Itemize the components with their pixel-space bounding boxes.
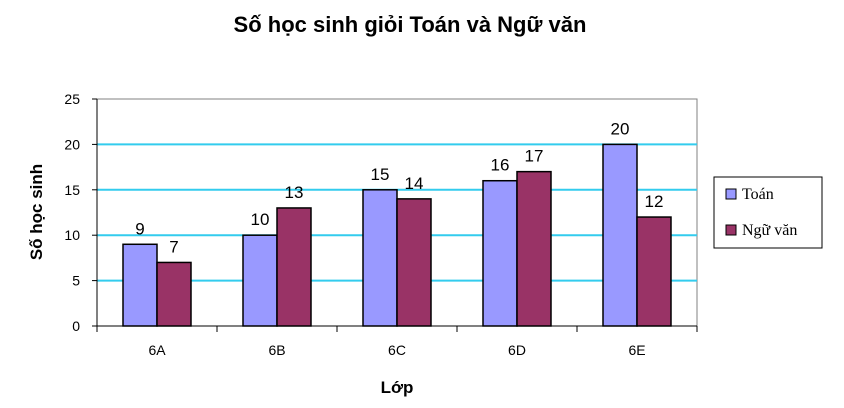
bar-ngu-van-6C: [396, 198, 432, 327]
bar-toan-6E: [602, 143, 638, 327]
data-label: 12: [645, 192, 664, 211]
legend-swatch: [725, 188, 737, 200]
bar-ngu-van-6B: [276, 207, 312, 327]
legend: Toán Ngữ văn: [713, 176, 823, 249]
data-label: 10: [251, 210, 270, 229]
y-tick-label: 0: [72, 318, 80, 334]
data-label: 17: [525, 147, 544, 166]
bar-ngu-van-6D: [516, 170, 552, 327]
x-axis-title: Lớp: [381, 378, 414, 397]
y-axis: 0 5 10 15 20 25: [64, 91, 98, 334]
chart-title: Số học sinh giỏi Toán và Ngữ văn: [234, 12, 587, 37]
bar-toan-6A: [122, 243, 158, 327]
bar-ngu-van-6E: [636, 216, 672, 327]
bar-toan-6D: [482, 179, 518, 327]
y-axis-title: Số học sinh: [27, 164, 46, 260]
legend-swatch: [725, 224, 737, 236]
data-label: 14: [405, 174, 424, 193]
x-tick-label: 6C: [388, 342, 406, 358]
x-tick-label: 6B: [268, 342, 285, 358]
data-label: 9: [135, 219, 144, 238]
y-tick-label: 20: [64, 136, 80, 152]
y-tick-label: 15: [64, 182, 80, 198]
x-tick-label: 6D: [508, 342, 526, 358]
data-label: 7: [169, 237, 178, 256]
x-tick-label: 6A: [148, 342, 166, 358]
x-tick-label: 6E: [628, 342, 645, 358]
plot-area: 9 7 10 13 15 14 16 17 20 12 0 5 10 15 20 25 6A 6B 6C 6D 6E: [64, 91, 698, 358]
legend-label: Ngữ văn: [742, 222, 797, 239]
x-axis: 6A 6B 6C 6D 6E: [96, 325, 698, 358]
y-tick-label: 25: [64, 91, 80, 107]
bar-toan-6B: [242, 234, 278, 327]
data-label: 16: [491, 156, 510, 175]
bars: [122, 143, 672, 327]
bar-ngu-van-6A: [156, 261, 192, 327]
data-label: 20: [611, 119, 630, 138]
bar-toan-6C: [362, 189, 398, 327]
y-tick-label: 10: [64, 227, 80, 243]
data-label: 13: [285, 183, 304, 202]
data-label: 15: [371, 165, 390, 184]
data-labels: 9 7 10 13 15 14 16 17 20 12: [135, 119, 663, 256]
legend-label: Toán: [742, 186, 774, 203]
y-tick-label: 5: [72, 273, 80, 289]
